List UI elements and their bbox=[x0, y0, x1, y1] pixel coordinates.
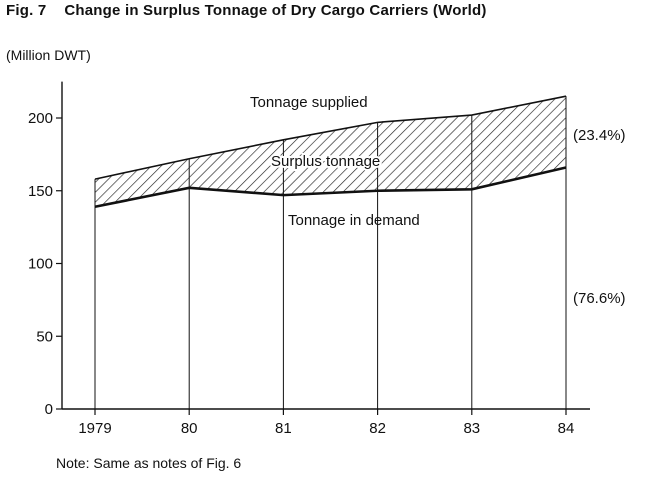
y-tick-label-50: 50 bbox=[36, 328, 53, 345]
x-tick-label-81: 81 bbox=[275, 420, 292, 437]
chart-labels: (Million DWT) Tonnage supplied Surplus ton… bbox=[6, 47, 626, 307]
x-tick-label-83: 83 bbox=[463, 420, 480, 437]
x-tick-label-82: 82 bbox=[369, 420, 386, 437]
x-tick-label-80: 80 bbox=[181, 420, 198, 437]
surplus-share-label: (23.4%) bbox=[573, 127, 626, 144]
x-tick-label-1979: 1979 bbox=[78, 420, 111, 437]
x-tick-label-84: 84 bbox=[558, 420, 575, 437]
y-tick-label-100: 100 bbox=[28, 256, 53, 273]
demand-series-label: Tonnage in demand bbox=[288, 212, 420, 229]
demand-line bbox=[94, 166, 567, 209]
figure-title: Fig. 7 Change in Surplus Tonnage of Dry C… bbox=[6, 2, 487, 19]
y-axis-label: (Million DWT) bbox=[6, 47, 91, 63]
y-tick-label-150: 150 bbox=[28, 183, 53, 200]
supplied-line bbox=[94, 95, 567, 180]
y-tick-label-0: 0 bbox=[45, 401, 53, 418]
figure-title-text: Change in Surplus Tonnage of Dry Cargo C… bbox=[64, 2, 487, 19]
area-layer bbox=[94, 95, 567, 209]
figure-note: Note: Same as notes of Fig. 6 bbox=[56, 455, 242, 471]
axes: 0 50 100 150 200 1979 80 81 82 83 84 bbox=[28, 81, 590, 437]
surplus-band bbox=[95, 96, 566, 207]
surplus-band-label: Surplus tonnage bbox=[271, 153, 380, 170]
supplied-series-label: Tonnage supplied bbox=[250, 94, 368, 111]
demand-share-label: (76.6%) bbox=[573, 290, 626, 307]
figure-number: Fig. 7 bbox=[6, 2, 47, 19]
y-tick-label-200: 200 bbox=[28, 110, 53, 127]
